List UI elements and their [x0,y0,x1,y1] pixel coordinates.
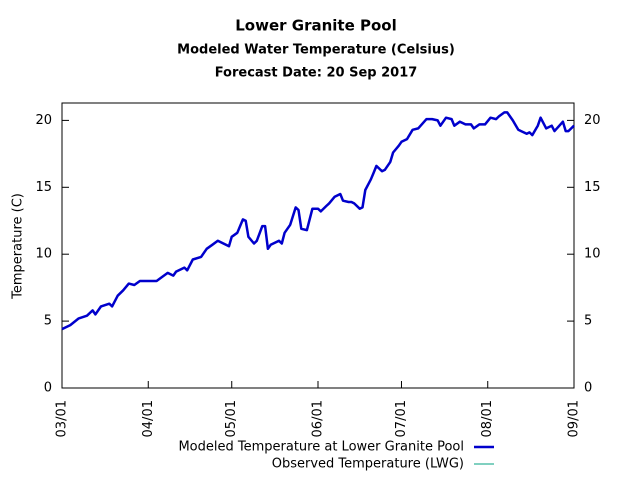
x-tick-label: 04/01 [141,400,156,437]
x-tick-label: 05/01 [224,400,239,437]
x-tick-label: 06/01 [311,400,326,437]
y-axis-label: Temperature (C) [11,193,26,300]
y2-tick-label: 0 [584,381,592,396]
chart-subtitle: Modeled Water Temperature (Celsius) [177,43,455,58]
y2-tick-label: 15 [584,180,601,195]
legend-label: Modeled Temperature at Lower Granite Poo… [178,440,464,455]
legend-label: Observed Temperature (LWG) [272,457,464,472]
data-line [61,111,575,331]
x-tick-label: 08/01 [480,400,495,437]
forecast-date: Forecast Date: 20 Sep 2017 [215,66,418,81]
y-tick-label: 5 [44,314,52,329]
y2-tick-label: 10 [584,247,601,262]
y-tick-label: 20 [35,113,52,128]
x-tick-label: 09/01 [567,400,582,437]
x-tick-label: 03/01 [55,400,70,437]
plot-border [61,102,575,389]
y-tick-label: 15 [35,180,52,195]
chart-title: Lower Granite Pool [235,17,396,35]
y-tick-label: 0 [44,381,52,396]
y2-tick-label: 20 [584,113,601,128]
x-tick-label: 07/01 [394,400,409,437]
y2-tick-label: 5 [584,314,592,329]
y-tick-label: 10 [35,247,52,262]
